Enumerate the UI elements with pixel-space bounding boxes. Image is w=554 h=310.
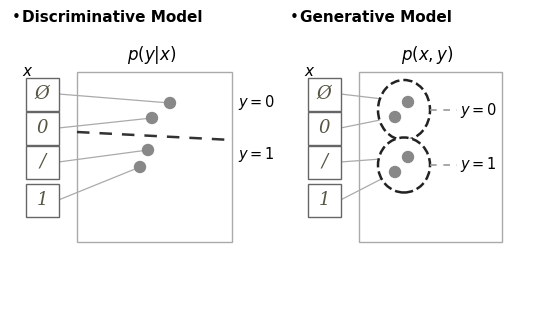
Text: •: • bbox=[12, 11, 21, 25]
Bar bbox=[359, 72, 502, 242]
Bar bbox=[307, 112, 341, 144]
Text: $x$: $x$ bbox=[22, 65, 34, 79]
Circle shape bbox=[146, 113, 157, 123]
Bar bbox=[307, 145, 341, 179]
Text: $y = 1$: $y = 1$ bbox=[460, 156, 497, 175]
Circle shape bbox=[389, 112, 401, 122]
Text: $p(y|x)$: $p(y|x)$ bbox=[127, 44, 177, 66]
Text: /: / bbox=[39, 153, 45, 171]
Text: Discriminative Model: Discriminative Model bbox=[22, 11, 203, 25]
Text: Generative Model: Generative Model bbox=[300, 11, 452, 25]
Text: 0: 0 bbox=[36, 119, 48, 137]
Ellipse shape bbox=[378, 80, 430, 140]
Text: 1: 1 bbox=[318, 191, 330, 209]
Circle shape bbox=[165, 98, 176, 108]
Text: 0: 0 bbox=[318, 119, 330, 137]
Text: $p(x, y)$: $p(x, y)$ bbox=[401, 44, 453, 66]
Text: $y = 0$: $y = 0$ bbox=[238, 94, 275, 113]
Circle shape bbox=[142, 144, 153, 156]
Bar bbox=[307, 78, 341, 110]
Text: Ø: Ø bbox=[34, 85, 49, 103]
Text: 1: 1 bbox=[36, 191, 48, 209]
Bar bbox=[25, 78, 59, 110]
Bar bbox=[77, 72, 232, 242]
Bar bbox=[25, 184, 59, 216]
Text: Ø: Ø bbox=[317, 85, 331, 103]
Bar bbox=[25, 145, 59, 179]
Text: /: / bbox=[321, 153, 327, 171]
Text: $y = 1$: $y = 1$ bbox=[238, 145, 275, 165]
Circle shape bbox=[135, 162, 146, 172]
Bar bbox=[25, 112, 59, 144]
Ellipse shape bbox=[378, 138, 430, 193]
Text: $x$: $x$ bbox=[304, 65, 316, 79]
Circle shape bbox=[403, 152, 413, 162]
Circle shape bbox=[403, 96, 413, 108]
Text: $y = 0$: $y = 0$ bbox=[460, 100, 497, 119]
Bar bbox=[307, 184, 341, 216]
Circle shape bbox=[389, 166, 401, 178]
Text: •: • bbox=[290, 11, 299, 25]
